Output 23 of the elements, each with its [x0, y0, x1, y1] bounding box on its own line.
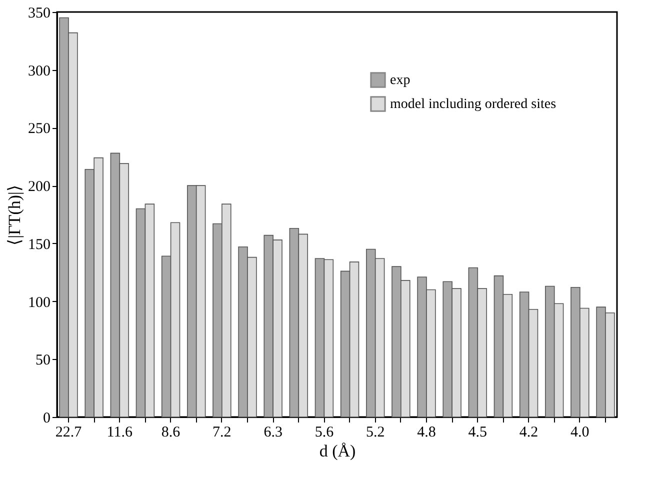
x-tick-label: 6.3 — [264, 424, 282, 440]
x-tick-label: 11.6 — [106, 424, 133, 440]
y-tick-label: 250 — [28, 121, 50, 138]
y-tick-label: 350 — [28, 6, 50, 22]
x-tick-label: 4.5 — [468, 424, 488, 440]
y-tick-label: 200 — [28, 179, 50, 196]
y-tick-label: 150 — [28, 236, 50, 253]
x-tick-label: 5.6 — [314, 424, 334, 440]
legend-label: model including ordered sites — [390, 97, 556, 112]
y-tick-label: 300 — [28, 63, 50, 80]
x-tick-label: 22.7 — [55, 424, 82, 440]
x-tick-label: 8.6 — [161, 424, 181, 440]
y-tick-label: 50 — [36, 352, 50, 369]
y-tick-label: 0 — [43, 410, 50, 426]
x-axis-title: d (Å) — [319, 442, 356, 460]
y-tick-label: 100 — [28, 294, 50, 311]
x-tick-label: 7.2 — [212, 424, 232, 440]
x-tick-label: 4.2 — [519, 424, 538, 440]
x-tick-label: 5.2 — [366, 424, 385, 440]
legend-label: exp — [390, 73, 410, 88]
y-axis-title: ⟨|ΓT(h)|⟩ — [5, 184, 24, 246]
x-tick-label: 4.8 — [417, 424, 436, 440]
x-tick-label: 4.0 — [570, 424, 590, 440]
